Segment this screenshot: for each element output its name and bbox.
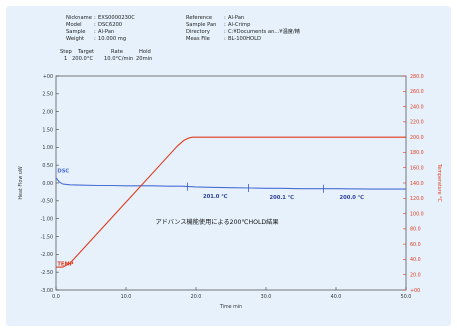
- program-cell-target: 200.0°C: [72, 56, 93, 62]
- y-left-axis-label: Heat Flow uW: [18, 166, 24, 199]
- dsc-chart: Nickname : EXS0000230C Model : DSC6200 S…: [18, 15, 442, 310]
- y-right-tick-label: 120.0: [410, 196, 424, 202]
- y-right-tick-label: 60.0: [410, 242, 421, 248]
- annotation-0: DSC: [57, 168, 69, 174]
- header-value-model: DSC6200: [98, 22, 122, 28]
- y-left-tick-label: -1.50: [41, 234, 53, 240]
- header-label-sample: Sample: [66, 29, 85, 35]
- x-tick-label: 0.0: [52, 294, 60, 300]
- program-cell-step: 1: [64, 56, 67, 62]
- header-left-block: Nickname : EXS0000230C Model : DSC6200 S…: [66, 15, 135, 42]
- x-axis-label: Time min: [219, 304, 242, 310]
- header-label-model: Model: [66, 22, 82, 28]
- y-right-tick-label: 80.0: [410, 227, 421, 233]
- header-label-directory: Directory: [186, 29, 210, 35]
- annotation-3: 200.1 ℃: [270, 195, 295, 201]
- annotation-2: 201.0 ℃: [203, 194, 228, 200]
- annotation-4: 200.0 ℃: [340, 195, 365, 201]
- header-sep: :: [94, 15, 96, 21]
- x-tick-label: 10.0: [121, 294, 132, 300]
- x-tick-label: 30.0: [261, 294, 272, 300]
- header-label-weight: Weight: [66, 36, 84, 42]
- y-right-tick-label: 260.0: [410, 89, 424, 95]
- header-sep: :: [94, 22, 96, 28]
- y-left-tick-label: 2.50: [42, 92, 53, 98]
- y-right-tick-label: 40.0: [410, 257, 421, 263]
- program-cell-hold: 20min: [136, 56, 152, 62]
- header-value-meas-file: BL-100HOLD: [228, 36, 261, 42]
- header-value-nickname: EXS0000230C: [98, 15, 135, 21]
- header-value-sample: Al-Pan: [98, 29, 114, 35]
- annotation-5: アドバンス機能使用による200℃HOLD結果: [155, 218, 278, 226]
- y-right-tick-label: 280.0: [410, 74, 424, 80]
- header-value-sample-pan: Al-Crimp: [228, 22, 251, 28]
- y-left-tick-label: -0.50: [41, 199, 53, 205]
- plot-area: -3.00 -2.50 -2.00 -1.50 -1.00 -0.50 0.00 0.50 1.…: [18, 74, 442, 310]
- x-tick-label: 40.0: [331, 294, 342, 300]
- header-label-reference: Reference: [186, 15, 212, 21]
- y-left-tick-label: 2.00: [42, 109, 53, 115]
- header-sep: :: [94, 29, 96, 35]
- program-header-rate: Rate: [111, 49, 123, 55]
- y-left-tick-label: 0.50: [42, 163, 53, 169]
- y-left-tick-label: -3.00: [41, 288, 53, 294]
- x-tick-label: 50.0: [401, 294, 412, 300]
- y-left-tick-label: +00: [43, 74, 53, 80]
- header-value-directory: C:¥Documents an...¥温度/精: [228, 27, 300, 35]
- header-sep: :: [224, 15, 226, 21]
- y-right-tick-label: 180.0: [410, 150, 424, 156]
- y-right-tick-label: 220.0: [410, 120, 424, 126]
- header-right-block: Reference : Al-Pan Sample Pan : Al-Crimp…: [186, 15, 300, 42]
- header-sep: :: [224, 29, 226, 35]
- y-right-tick-label: 240.0: [410, 104, 424, 110]
- header-label-nickname: Nickname: [66, 15, 92, 21]
- y-left-tick-label: 1.00: [42, 145, 53, 151]
- y-right-tick-label: 140.0: [410, 181, 424, 187]
- annotation-1: TEMP: [57, 262, 73, 268]
- header-sep: :: [224, 22, 226, 28]
- y-right-tick-label: 160.0: [410, 166, 424, 172]
- y-right-tick-label: 200.0: [410, 135, 424, 141]
- y-right-tick-label: 100.0: [410, 211, 424, 217]
- y-right-axis-label: Temperature °C: [436, 163, 442, 202]
- series-line-dsc: [55, 177, 406, 190]
- y-left-tick-label: 0.00: [42, 181, 53, 187]
- plot-frame: [55, 75, 407, 291]
- chart-panel: Nickname : EXS0000230C Model : DSC6200 S…: [6, 6, 451, 326]
- y-left-tick-label: -1.00: [41, 216, 53, 222]
- header-value-weight: 10.000 mg: [98, 36, 126, 42]
- x-tick-label: 20.0: [191, 294, 202, 300]
- header-value-reference: Al-Pan: [228, 15, 244, 21]
- y-left-tick-label: 1.50: [42, 127, 53, 133]
- program-table: Step Target Rate Hold 1 200.0°C 10.0°C/m…: [60, 49, 152, 62]
- y-right-tick-label: 20.0: [410, 273, 421, 279]
- program-header-hold: Hold: [139, 49, 151, 55]
- header-sep: :: [224, 36, 226, 42]
- y-left-tick-label: -2.00: [41, 252, 53, 258]
- program-cell-rate: 10.0°C/min: [104, 56, 133, 62]
- program-header-target: Target: [77, 49, 94, 55]
- series-line-temp: [56, 136, 406, 268]
- program-header-step: Step: [60, 49, 73, 55]
- y-right-tick-label: +00: [410, 288, 420, 294]
- y-left-tick-label: -2.50: [41, 270, 53, 276]
- header-sep: :: [94, 36, 96, 42]
- header-label-meas-file: Meas File: [186, 36, 210, 42]
- header-label-sample-pan: Sample Pan: [186, 22, 216, 28]
